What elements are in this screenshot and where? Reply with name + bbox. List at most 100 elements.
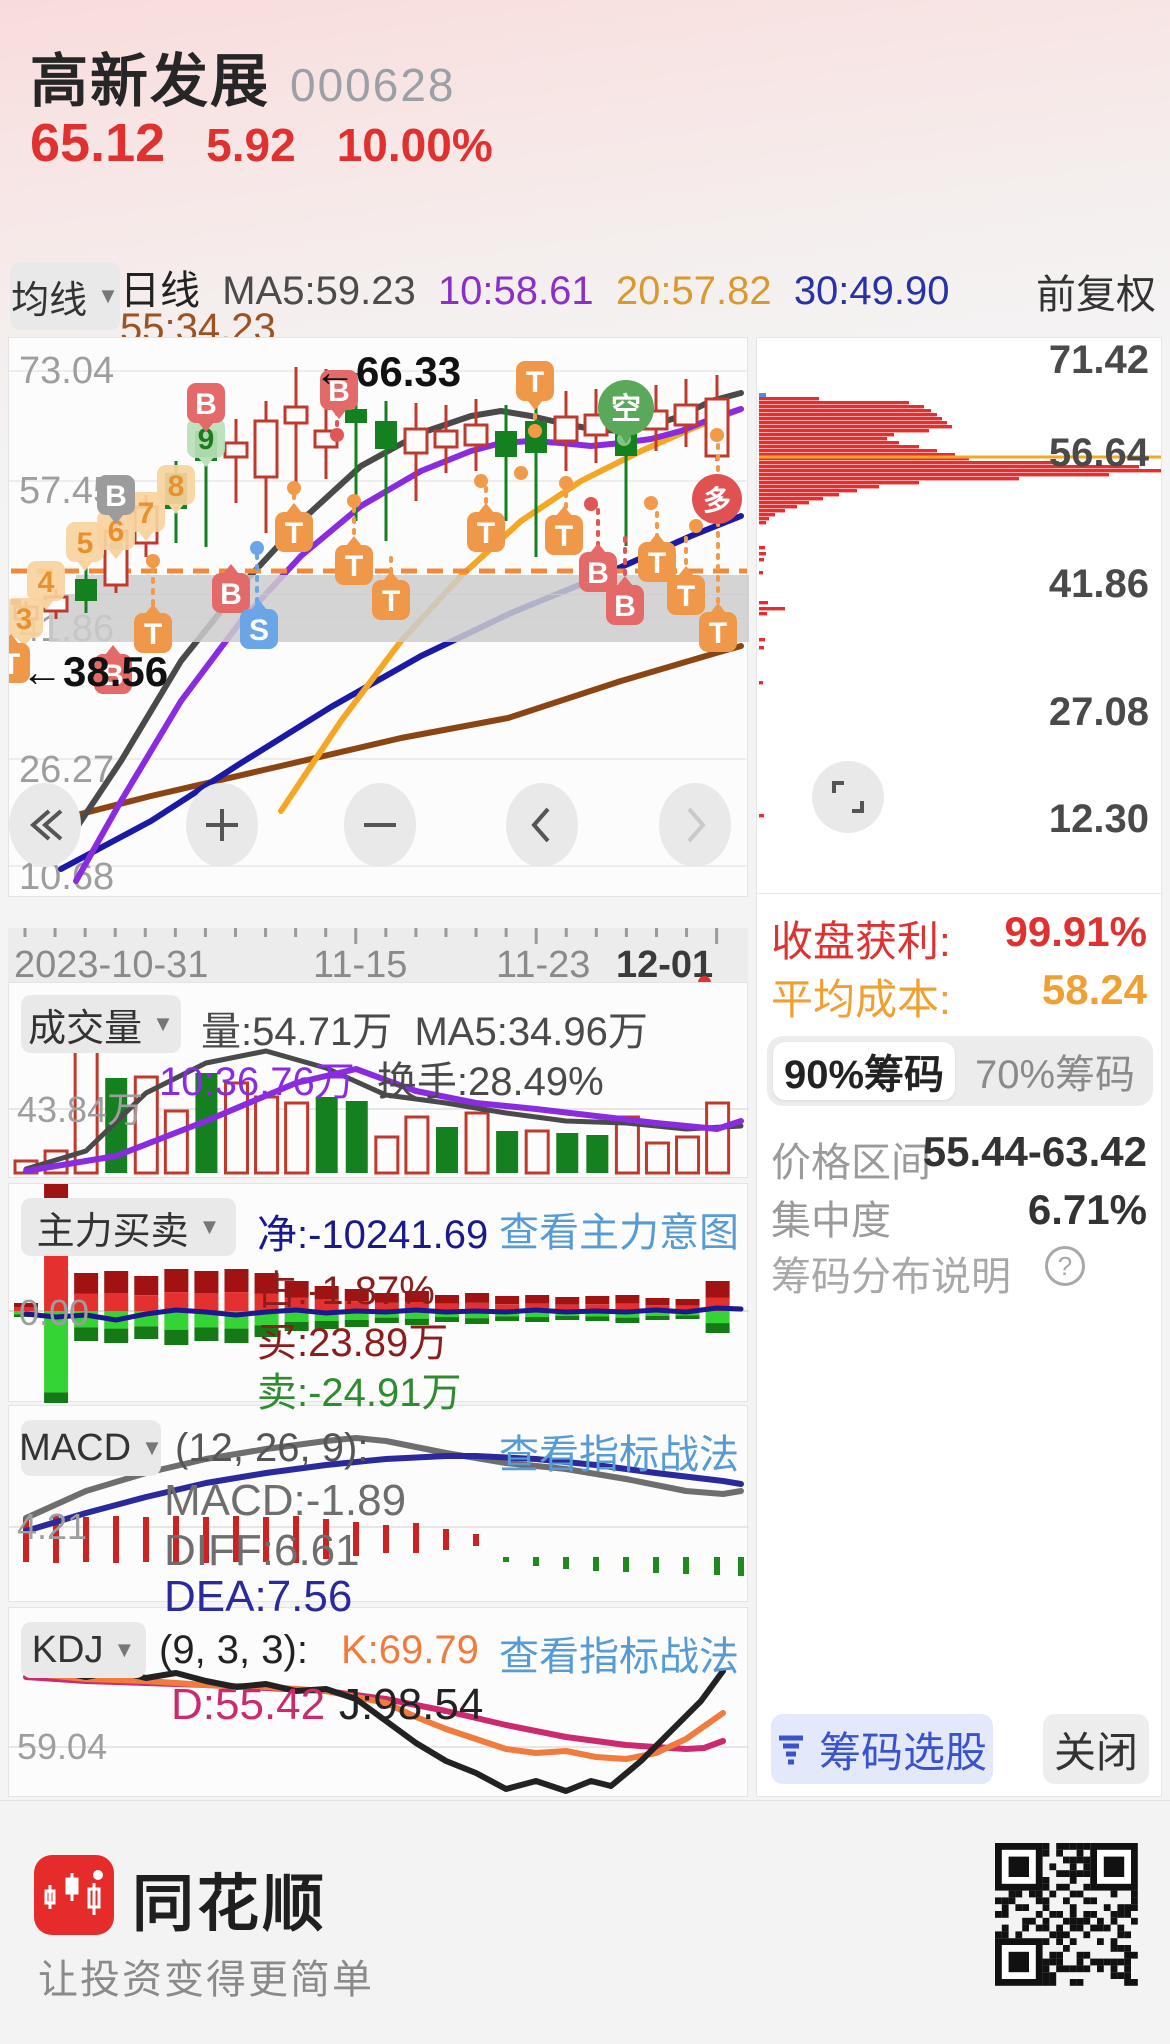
candlestick-chart: 73.0457.4541.8626.2710.683456789BBBBBBBS… (0, 348, 749, 898)
last-price: 65.12 (30, 113, 166, 173)
tab-90-chip[interactable]: 90%筹码 (773, 1042, 955, 1100)
filter-icon (778, 1735, 803, 1765)
svg-text:B: B (587, 557, 609, 590)
svg-text:4: 4 (38, 566, 55, 599)
chip-stock-picker-button[interactable]: 筹码选股 (771, 1714, 993, 1784)
diff-value: DIFF:6.61 (164, 1526, 360, 1575)
svg-text:B: B (220, 578, 242, 611)
tab-70-chip[interactable]: 70%筹码 (974, 1053, 1136, 1097)
close-panel-button[interactable]: 关闭 (1043, 1714, 1149, 1784)
view-indicator-link[interactable]: 查看指标战法 (499, 1635, 739, 1679)
pct-value: 占:-1.87% (257, 1269, 435, 1313)
ma-selector-button[interactable]: 均线 ▼ (10, 262, 120, 330)
close-profit-value: 99.91% (1004, 908, 1147, 955)
axis-ticks (23, 928, 719, 944)
help-icon[interactable]: ? (1045, 1246, 1085, 1286)
kdj-selector-label: KDJ (31, 1628, 104, 1671)
main-force-selector-label: 主力买卖 (36, 1210, 189, 1253)
sell-value: 卖:-24.91万 (257, 1371, 462, 1415)
macd-value: MACD:-1.89 (164, 1476, 407, 1525)
chevron-down-icon: ▼ (198, 1214, 221, 1239)
chip-tabs: 90%筹码 70%筹码 (767, 1036, 1153, 1106)
ma5-value: MA5:59.23 (222, 269, 416, 313)
ma10-value: 10:58.61 (437, 269, 594, 313)
svg-text:←66.33: ←66.33 (314, 348, 461, 395)
avg-cost-label: 平均成本: (771, 976, 951, 1023)
concentration-value: 6.71% (1027, 1186, 1147, 1233)
macd-panel[interactable]: MACD ▼ (12, 26, 9): 查看指标战法 MACD:-1.89 DIF… (8, 1405, 749, 1621)
adjust-mode-label[interactable]: 前复权 (1036, 273, 1156, 317)
kdj-selector-button[interactable]: KDJ ▼ (21, 1622, 146, 1678)
svg-text:56.64: 56.64 (1049, 431, 1150, 475)
view-main-force-link[interactable]: 查看主力意图 (499, 1211, 739, 1255)
macd-params: (12, 26, 9): (175, 1426, 369, 1470)
j-value: J:98.54 (339, 1680, 484, 1729)
price-range-label: 价格区间 (771, 1141, 931, 1185)
kdj-params: (9, 3, 3): (159, 1628, 308, 1672)
svg-text:9: 9 (198, 423, 215, 456)
svg-text:3: 3 (16, 603, 33, 636)
svg-text:12.30: 12.30 (1049, 797, 1149, 841)
chip-distribution-panel: 71.42 56.64 41.86 27.08 12.30 收盘获利: 99.91% 平… (756, 337, 1162, 1797)
pan-left-button[interactable] (506, 783, 578, 867)
macd-selector-button[interactable]: MACD ▼ (19, 1420, 163, 1476)
macd-chart (9, 1435, 749, 1576)
main-force-selector-button[interactable]: 主力买卖 ▼ (21, 1198, 236, 1256)
volume-chart (9, 1046, 749, 1175)
fullscreen-button[interactable] (812, 761, 884, 833)
view-indicator-link[interactable]: 查看指标战法 (499, 1433, 739, 1477)
kdj-y-label: 59.04 (17, 1726, 108, 1767)
stock-title: 高新发展 000628 (30, 34, 456, 118)
svg-text:←38.56: ←38.56 (21, 648, 168, 695)
zoom-in-button[interactable] (186, 783, 258, 867)
brand-tagline: 让投资变得更简单 (38, 1958, 374, 2002)
svg-text:B: B (328, 375, 350, 408)
svg-text:7: 7 (138, 497, 155, 530)
chip-note-label: 筹码分布说明 (771, 1255, 1011, 1299)
x-axis-strip: 2023-10-31 11-15 11-23 12-01 (8, 928, 748, 992)
svg-text:B: B (105, 480, 127, 513)
macd-selector-label: MACD (19, 1426, 132, 1469)
main-force-panel[interactable]: 主力买卖 ▼ 净:-10241.69 查看主力意图 占:-1.87% 买:23.8… (8, 1183, 749, 1415)
svg-text:T: T (677, 580, 695, 613)
svg-text:T: T (477, 517, 495, 550)
avg-cost-value: 58.24 (1041, 966, 1147, 1013)
concentration-label: 集中度 (771, 1199, 891, 1243)
svg-text:5: 5 (77, 527, 94, 560)
svg-text:T: T (9, 648, 20, 681)
divider (757, 893, 1161, 894)
svg-text:T: T (526, 366, 544, 399)
chevron-down-icon: ▼ (152, 1011, 174, 1036)
ma-readout-line1: 日线 MA5:59.23 10:58.61 20:57.82 30:49.90 (120, 258, 950, 316)
svg-text:S: S (249, 614, 269, 647)
svg-text:8: 8 (168, 470, 185, 503)
chip-histogram[interactable]: 71.42 56.64 41.86 27.08 12.30 (757, 338, 1161, 894)
kdj-panel[interactable]: KDJ ▼ (9, 3, 3): K:69.79 查看指标战法 D:55.42 J… (8, 1607, 749, 1797)
macd-y-label: 4.21 (17, 1506, 88, 1547)
volume-panel[interactable]: 成交量 ▼ 量:54.71万 MA5:34.96万 10:36.76万 换手:28… (8, 982, 749, 1178)
zoom-out-button[interactable] (344, 783, 416, 867)
d-value: D:55.42 (171, 1680, 326, 1729)
svg-text:空: 空 (611, 393, 641, 426)
chevron-down-icon: ▼ (113, 1637, 136, 1662)
x-label-start: 2023-10-31 (14, 944, 209, 986)
buy-value: 买:23.89万 (257, 1321, 449, 1365)
main-chart-panel[interactable]: 73.0457.4541.8626.2710.683456789BBBBBBBS… (0, 337, 749, 898)
x-label-end: 12-01 (616, 944, 714, 986)
svg-text:T: T (144, 618, 162, 651)
ma30-value: 30:49.90 (793, 269, 950, 313)
volume-readout1: 量:54.71万 MA5:34.96万 (201, 999, 648, 1057)
volume-selector-label: 成交量 (28, 1007, 143, 1050)
pan-right-button-disabled[interactable] (659, 783, 731, 867)
svg-text:T: T (382, 585, 400, 618)
volume-ma5: MA5:34.96万 (414, 1010, 648, 1054)
x-label-mid2: 11-23 (496, 944, 591, 986)
svg-text:T: T (285, 517, 303, 550)
scroll-left-fast-button[interactable] (9, 783, 81, 867)
x-label-mid1: 11-15 (313, 944, 408, 986)
kdj-chart (9, 1664, 749, 1794)
volume-selector-button[interactable]: 成交量 ▼ (21, 995, 181, 1053)
price-row: 65.12 5.92 10.00% (30, 112, 493, 174)
qr-code (995, 1843, 1138, 1986)
svg-text:T: T (555, 520, 573, 553)
